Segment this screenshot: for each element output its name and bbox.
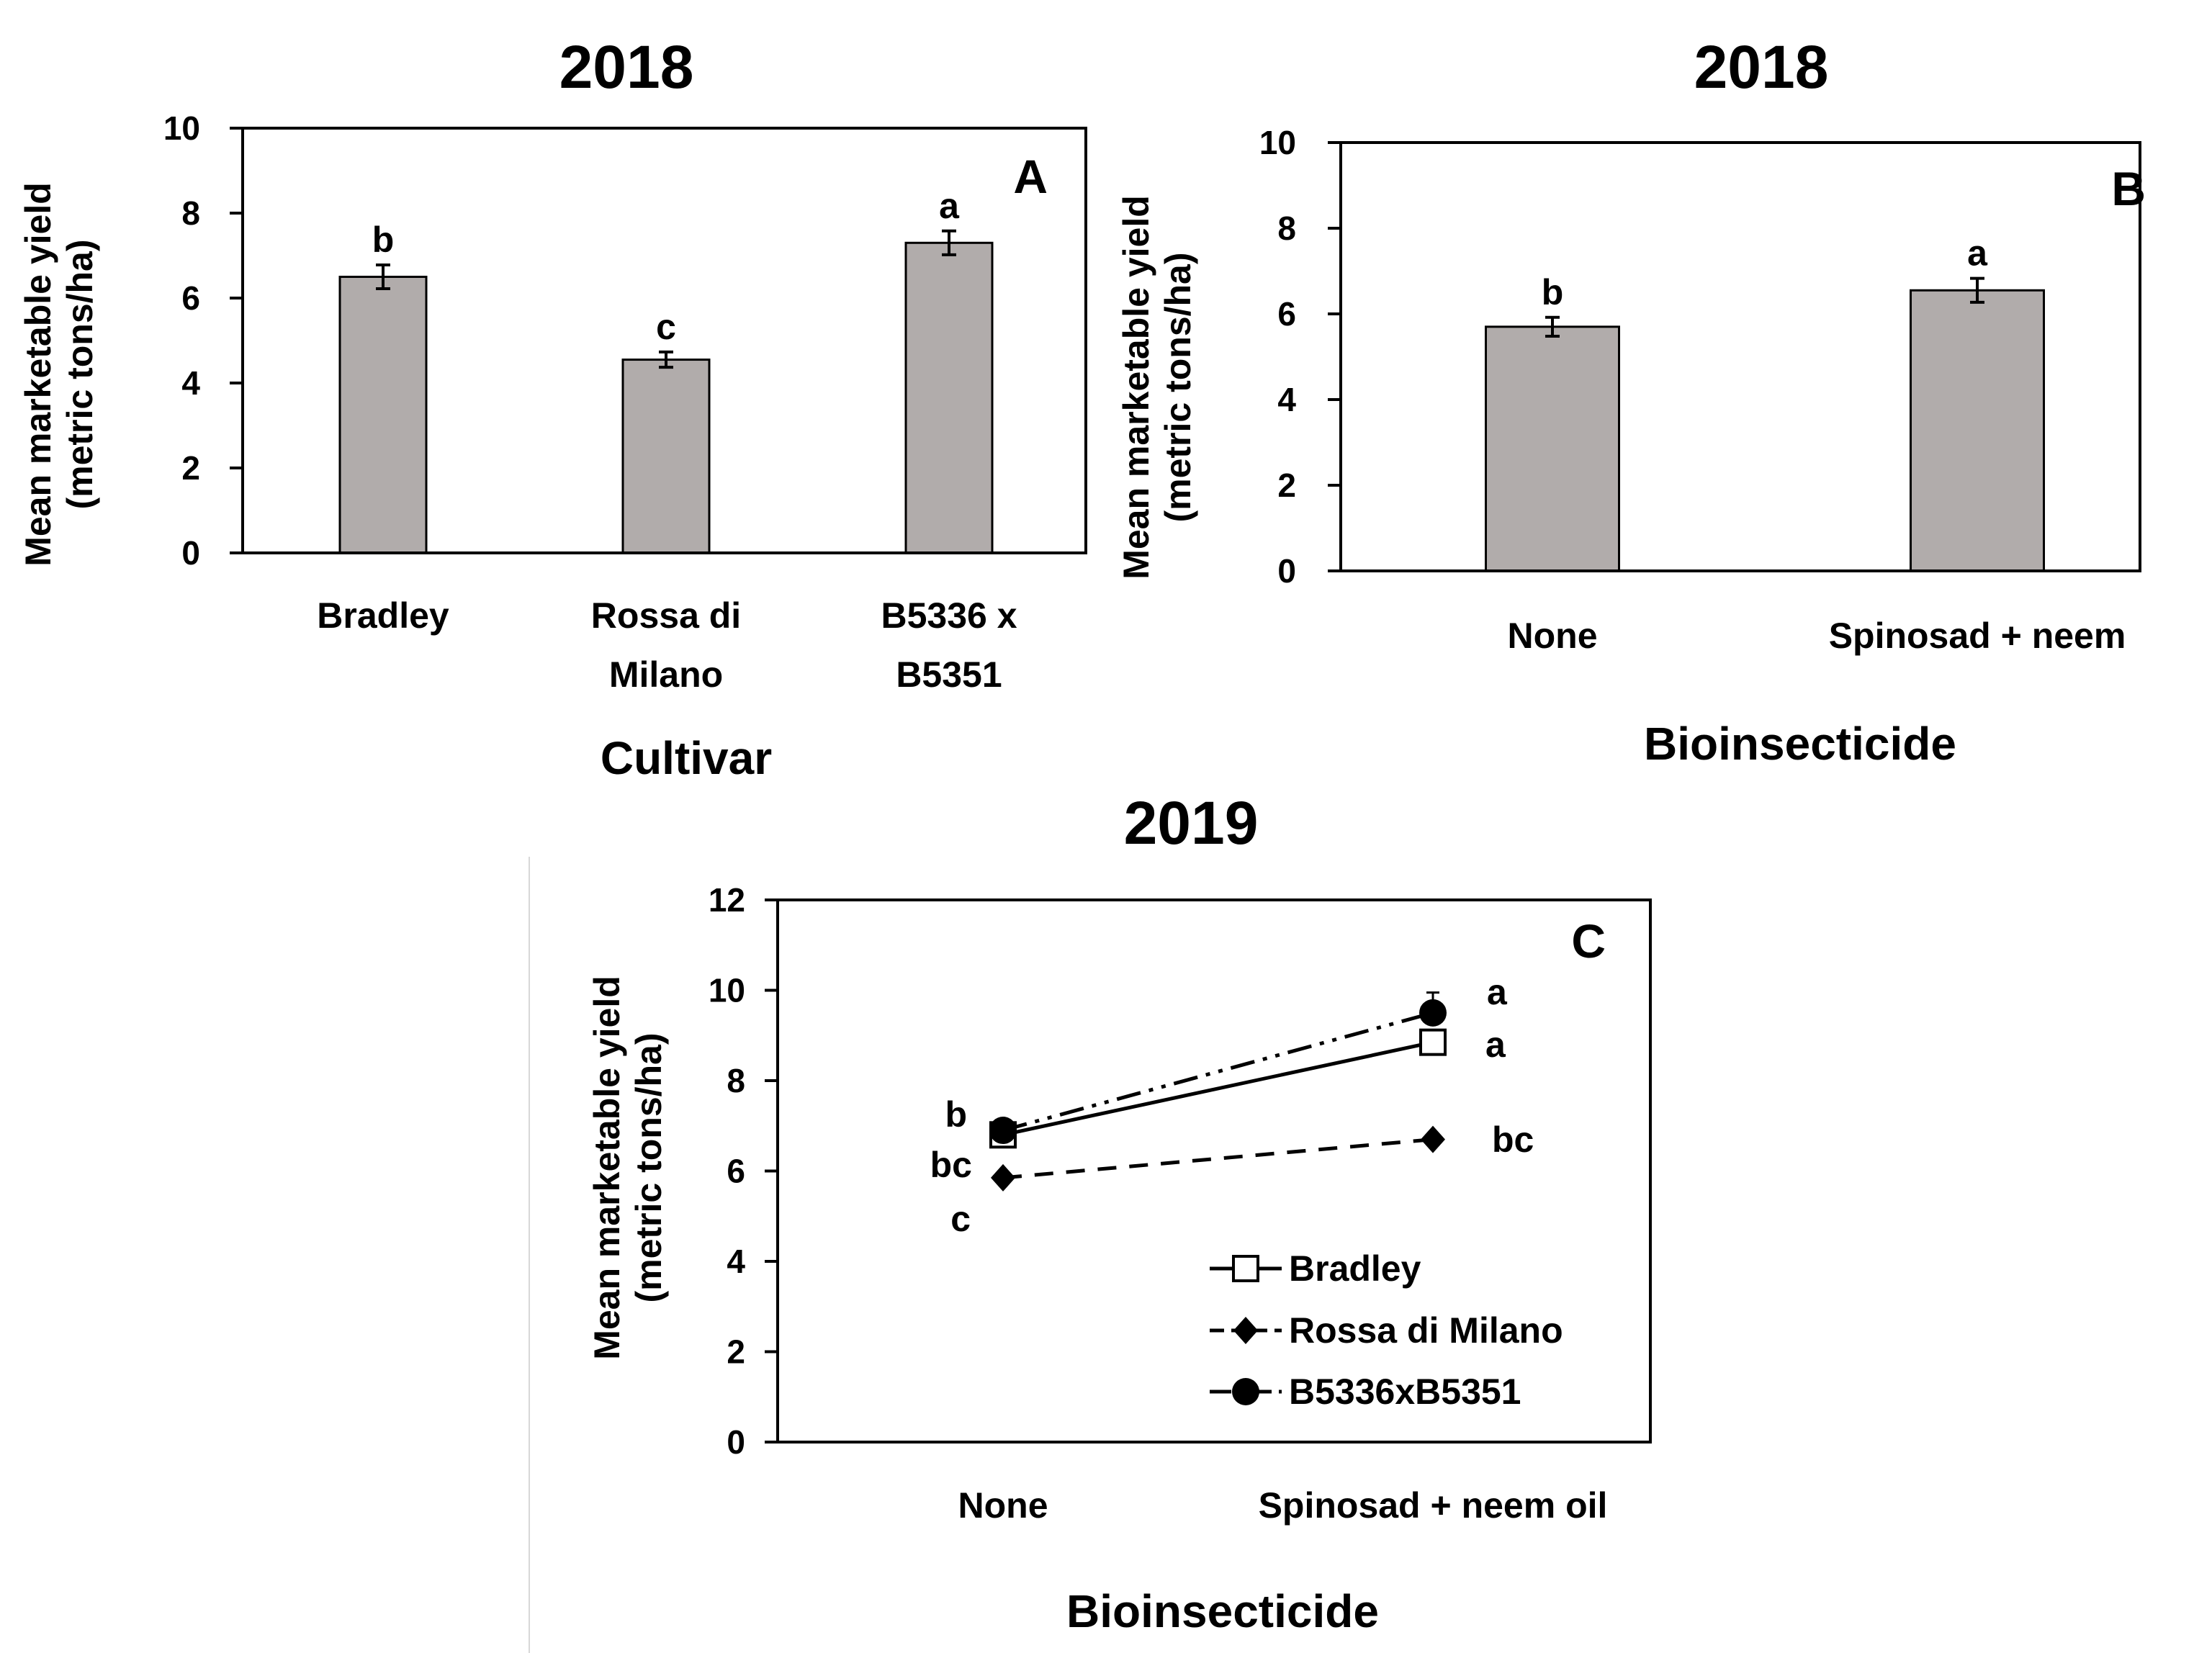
y-tick-label: 8: [1277, 210, 1296, 247]
x-axis-title: Bioinsecticide: [1644, 718, 1956, 770]
x-category-label: Spinosad + neem: [1829, 616, 2126, 656]
circle-marker: [989, 1117, 1017, 1145]
significance-label: a: [1967, 233, 1988, 274]
bar-chart-B: 2018 B 0 2 4 6 8 10 Mean marketable yield(metric…: [1116, 33, 2146, 770]
x-category-label: None: [1508, 616, 1598, 656]
x-category-label-line: B5351: [896, 654, 1002, 695]
diamond-marker: [991, 1163, 1015, 1192]
y-tick-label: 4: [1277, 381, 1296, 418]
bar: [1910, 289, 2045, 572]
bar: [338, 276, 428, 554]
x-category-label-line: Spinosad + neem: [1829, 616, 2126, 656]
chart-title: 2018: [559, 33, 694, 101]
y-tick-label: 6: [727, 1153, 745, 1190]
x-axis-title: Cultivar: [601, 732, 772, 784]
square-marker: [1419, 1028, 1447, 1056]
y-axis-title: Mean marketable yield(metric tons/ha): [18, 182, 100, 567]
y-tick-label: 10: [1259, 124, 1296, 161]
legend-label: Bradley: [1289, 1248, 1421, 1289]
bar: [621, 359, 711, 554]
y-axis-title: Mean marketable yield(metric tons/ha): [587, 976, 669, 1360]
x-category-label-line: Rossa di: [591, 595, 741, 636]
series-line: [1002, 1138, 1434, 1180]
chart-title: 2019: [1124, 789, 1259, 857]
significance-label: a: [1487, 972, 1508, 1012]
y-tick-label: 10: [709, 972, 745, 1009]
x-category-label: Bradley: [317, 595, 449, 636]
x-category-label: B5336 x B5351: [881, 595, 1017, 695]
panel-label: A: [1013, 150, 1048, 203]
y-axis-title: Mean marketable yield(metric tons/ha): [1116, 195, 1198, 580]
significance-label: c: [656, 307, 676, 347]
y-axis-title-line: (metric tons/ha): [629, 1032, 669, 1302]
y-tick-label: 12: [709, 881, 745, 919]
square-marker: [1232, 1255, 1259, 1282]
legend-label: Rossa di Milano: [1289, 1310, 1563, 1351]
y-tick-label: 6: [181, 279, 200, 317]
panel-label: B: [2111, 162, 2146, 215]
y-tick-label: 0: [181, 534, 200, 572]
y-axis-title-line: Mean marketable yield: [587, 976, 627, 1360]
significance-label: c: [950, 1199, 971, 1239]
significance-label: a: [1485, 1024, 1506, 1065]
circle-marker: [1419, 999, 1447, 1027]
series-line: [1002, 1011, 1434, 1132]
y-tick-label: 2: [1277, 467, 1296, 504]
x-category-label-line: B5336 x: [881, 595, 1017, 636]
y-axis-title-line: (metric tons/ha): [1158, 252, 1198, 522]
legend-label: B5336xB5351: [1289, 1372, 1521, 1412]
y-axis-title-line: Mean marketable yield: [18, 182, 58, 567]
x-category-label-line: Bradley: [317, 595, 449, 636]
significance-label: a: [939, 186, 960, 226]
plot-frame: [776, 898, 1652, 1443]
y-tick-label: 8: [181, 194, 200, 232]
y-tick-label: 2: [727, 1333, 745, 1371]
diamond-marker: [1421, 1125, 1445, 1153]
x-category-label-line: Spinosad + neem oil: [1259, 1485, 1608, 1526]
y-tick-label: 10: [163, 109, 200, 147]
y-tick-label: 8: [727, 1062, 745, 1099]
y-axis-title-line: (metric tons/ha): [60, 239, 100, 509]
significance-label: b: [1542, 272, 1564, 312]
y-tick-label: 4: [181, 364, 200, 402]
y-tick-label: 0: [1277, 552, 1296, 590]
y-axis-title-line: Mean marketable yield: [1116, 195, 1156, 580]
x-category-label: None: [958, 1485, 1048, 1526]
x-category-label: Spinosad + neem oil: [1259, 1485, 1608, 1526]
x-axis-title: Bioinsecticide: [1066, 1585, 1379, 1637]
y-tick-label: 6: [1277, 295, 1296, 333]
chart-title: 2018: [1694, 33, 1829, 101]
bar: [1485, 325, 1620, 572]
x-category-label: Rossa di Milano: [591, 595, 741, 695]
y-tick-label: 4: [727, 1243, 745, 1280]
series-line: [1002, 1040, 1434, 1137]
significance-label: b: [372, 220, 395, 260]
significance-label: bc: [1492, 1120, 1534, 1160]
diamond-marker: [1233, 1317, 1258, 1344]
x-category-label-line: None: [1508, 616, 1598, 656]
circle-marker: [1232, 1378, 1259, 1405]
y-tick-label: 2: [181, 449, 200, 487]
bar-chart-A: 2018 A 0 2 4 6 8 10 Mean marketable yield(metric…: [18, 33, 1087, 784]
x-category-label-line: None: [958, 1485, 1048, 1526]
y-tick-label: 0: [727, 1423, 745, 1461]
panel-label: C: [1571, 914, 1606, 968]
significance-label: b: [945, 1094, 967, 1135]
line-chart-C: 2019 C 0 2 4 6 8 10 12 Mean marketable yield(metr…: [587, 789, 1652, 1637]
x-category-label-line: Milano: [609, 654, 723, 695]
bar: [904, 241, 994, 554]
significance-label: bc: [930, 1145, 972, 1185]
